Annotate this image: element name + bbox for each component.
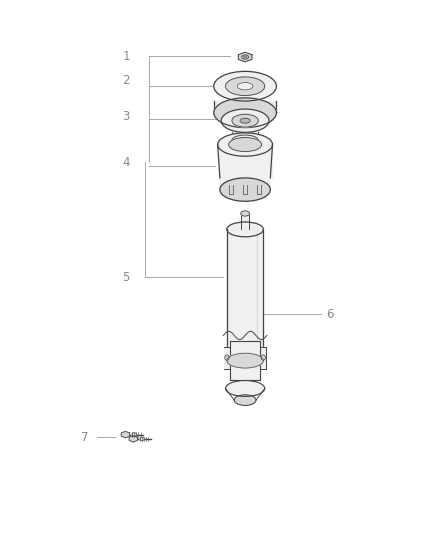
Ellipse shape — [227, 353, 263, 368]
Ellipse shape — [220, 178, 270, 201]
Ellipse shape — [229, 138, 261, 151]
Circle shape — [261, 355, 265, 360]
Ellipse shape — [240, 118, 250, 123]
Polygon shape — [224, 346, 230, 368]
Ellipse shape — [226, 381, 265, 397]
Polygon shape — [218, 144, 272, 190]
Ellipse shape — [232, 135, 258, 146]
Text: 1: 1 — [122, 50, 130, 62]
Ellipse shape — [237, 83, 253, 90]
Polygon shape — [232, 132, 258, 140]
Text: 6: 6 — [325, 308, 333, 321]
Polygon shape — [238, 52, 252, 62]
Polygon shape — [129, 435, 138, 442]
Ellipse shape — [226, 77, 265, 95]
Ellipse shape — [244, 56, 247, 58]
Ellipse shape — [214, 71, 276, 101]
Polygon shape — [214, 101, 276, 113]
Ellipse shape — [232, 114, 258, 127]
Polygon shape — [227, 229, 263, 357]
Ellipse shape — [221, 109, 269, 132]
Ellipse shape — [132, 433, 136, 437]
Text: 4: 4 — [122, 156, 130, 168]
Polygon shape — [230, 341, 260, 381]
Text: 7: 7 — [81, 431, 88, 444]
Ellipse shape — [242, 55, 249, 59]
Bar — [257, 185, 261, 195]
Polygon shape — [260, 346, 266, 368]
Bar — [229, 185, 233, 195]
Ellipse shape — [227, 222, 263, 237]
Ellipse shape — [241, 211, 250, 216]
Text: 2: 2 — [122, 75, 130, 87]
Polygon shape — [121, 431, 130, 438]
Polygon shape — [241, 214, 250, 229]
Bar — [243, 185, 247, 195]
Ellipse shape — [218, 133, 272, 156]
Circle shape — [225, 355, 229, 360]
Ellipse shape — [214, 98, 276, 127]
Ellipse shape — [140, 437, 144, 441]
Text: 5: 5 — [122, 271, 130, 284]
Ellipse shape — [234, 395, 256, 406]
Text: 3: 3 — [122, 110, 130, 124]
